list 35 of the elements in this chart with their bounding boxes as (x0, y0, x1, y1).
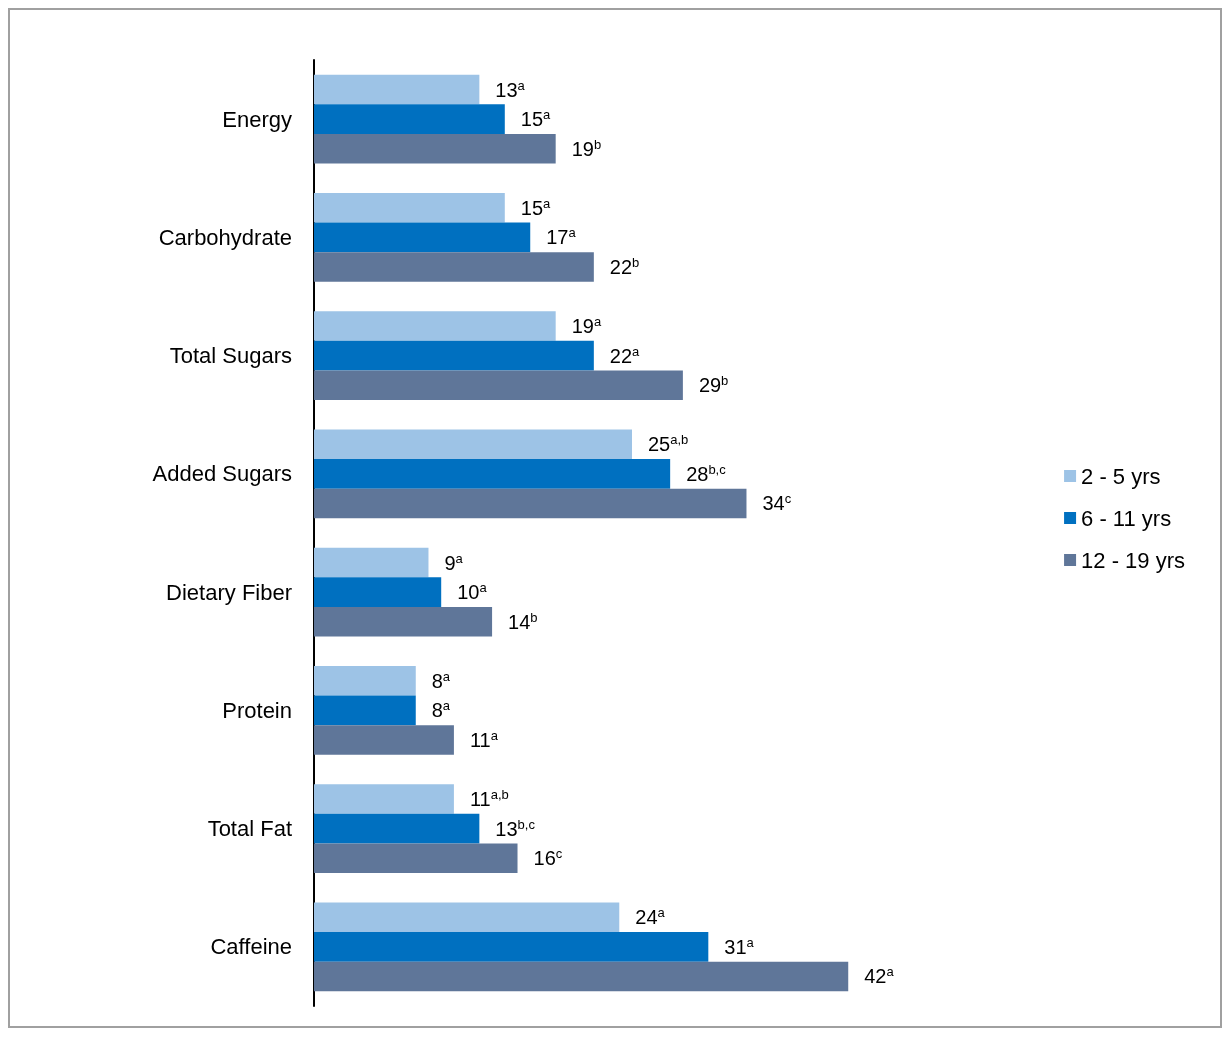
bar (314, 104, 505, 134)
bar (314, 370, 683, 400)
bar (314, 813, 480, 844)
legend-label: 2 - 5 yrs (1081, 463, 1161, 489)
bar (314, 193, 505, 223)
bar (314, 429, 632, 460)
bar (314, 695, 416, 726)
y-tick-label: Dietary Fiber (166, 579, 292, 605)
bar (314, 902, 620, 933)
bar (314, 547, 429, 578)
bar (314, 459, 671, 489)
y-tick-label: Protein (222, 697, 292, 723)
legend-label: 12 - 19 yrs (1081, 547, 1186, 573)
bar (314, 340, 594, 371)
bar (314, 133, 556, 164)
bar (314, 961, 849, 992)
bar (314, 666, 416, 696)
bar (314, 488, 747, 519)
bar (314, 725, 454, 755)
bar (314, 222, 531, 253)
bar (314, 843, 518, 873)
y-tick-label: Energy (222, 106, 292, 132)
bar (314, 311, 556, 341)
y-tick-label: Total Sugars (169, 343, 292, 369)
bar (314, 577, 442, 607)
y-tick-label: Added Sugars (152, 461, 292, 487)
bar (314, 932, 709, 962)
bar (314, 74, 480, 105)
bar (314, 784, 454, 814)
bar (314, 606, 493, 637)
y-tick-label: Caffeine (210, 934, 292, 960)
y-tick-label: Carbohydrate (158, 224, 292, 250)
bar (314, 252, 594, 282)
y-tick-label: Total Fat (207, 816, 292, 842)
legend-label: 6 - 11 yrs (1081, 505, 1172, 531)
